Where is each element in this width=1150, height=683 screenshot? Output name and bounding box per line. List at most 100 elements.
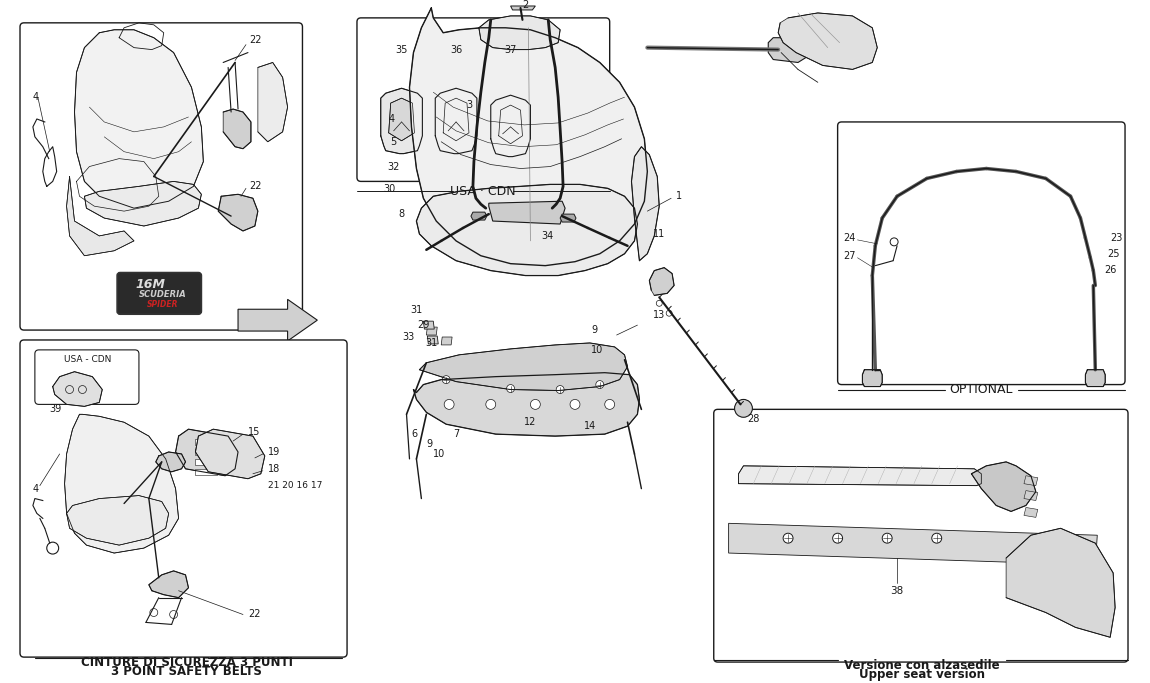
Text: USA - CDN: USA - CDN bbox=[63, 355, 112, 364]
Text: 11: 11 bbox=[653, 229, 666, 239]
Text: 39: 39 bbox=[49, 404, 62, 415]
Polygon shape bbox=[511, 6, 536, 10]
Polygon shape bbox=[75, 30, 204, 208]
Circle shape bbox=[882, 533, 892, 543]
Circle shape bbox=[507, 385, 514, 393]
Text: SCUDERIA: SCUDERIA bbox=[139, 290, 186, 299]
Polygon shape bbox=[1024, 490, 1037, 501]
Text: 4: 4 bbox=[389, 114, 394, 124]
Circle shape bbox=[485, 400, 496, 409]
Text: 33: 33 bbox=[402, 332, 415, 342]
Polygon shape bbox=[381, 88, 422, 154]
Text: 24: 24 bbox=[843, 233, 856, 243]
Text: 21 20 16 17: 21 20 16 17 bbox=[268, 481, 322, 490]
Circle shape bbox=[570, 400, 580, 409]
Bar bbox=[196, 459, 217, 465]
FancyBboxPatch shape bbox=[837, 122, 1125, 385]
Text: 2: 2 bbox=[522, 0, 529, 10]
Text: 10: 10 bbox=[591, 345, 603, 355]
Polygon shape bbox=[442, 337, 452, 345]
Polygon shape bbox=[560, 214, 576, 222]
Polygon shape bbox=[489, 201, 565, 224]
Text: 4: 4 bbox=[33, 484, 39, 494]
Text: 14: 14 bbox=[584, 421, 596, 431]
Circle shape bbox=[596, 380, 604, 389]
Circle shape bbox=[444, 400, 454, 409]
Bar bbox=[196, 469, 217, 475]
Circle shape bbox=[605, 400, 614, 409]
Text: 4: 4 bbox=[33, 92, 39, 102]
Text: 25: 25 bbox=[1107, 249, 1120, 259]
Text: Versione con alzasedile: Versione con alzasedile bbox=[844, 658, 999, 671]
Polygon shape bbox=[779, 13, 877, 70]
Polygon shape bbox=[53, 372, 102, 406]
Polygon shape bbox=[176, 429, 238, 476]
Text: 32: 32 bbox=[388, 162, 400, 171]
Polygon shape bbox=[428, 336, 438, 344]
Polygon shape bbox=[64, 415, 178, 553]
Text: 35: 35 bbox=[396, 44, 408, 55]
Text: 1: 1 bbox=[676, 191, 682, 201]
Circle shape bbox=[666, 310, 672, 316]
Polygon shape bbox=[218, 194, 258, 231]
Text: 30: 30 bbox=[384, 184, 396, 195]
Bar bbox=[196, 439, 217, 445]
Text: OPTIONAL: OPTIONAL bbox=[950, 383, 1013, 396]
Polygon shape bbox=[148, 571, 189, 598]
Polygon shape bbox=[1086, 370, 1105, 387]
Polygon shape bbox=[67, 176, 135, 255]
FancyBboxPatch shape bbox=[20, 340, 347, 657]
Circle shape bbox=[557, 386, 565, 393]
Text: 23: 23 bbox=[1110, 233, 1122, 243]
Polygon shape bbox=[631, 147, 659, 261]
Circle shape bbox=[443, 376, 450, 384]
Circle shape bbox=[932, 533, 942, 543]
Bar bbox=[196, 449, 217, 455]
Polygon shape bbox=[223, 109, 251, 149]
Polygon shape bbox=[972, 462, 1036, 512]
Text: CINTURE DI SICUREZZA 3 PUNTI: CINTURE DI SICUREZZA 3 PUNTI bbox=[81, 656, 292, 669]
FancyBboxPatch shape bbox=[20, 23, 302, 330]
Text: 6: 6 bbox=[412, 429, 417, 439]
Text: 9: 9 bbox=[592, 325, 598, 335]
Polygon shape bbox=[423, 321, 435, 329]
Circle shape bbox=[833, 533, 843, 543]
Polygon shape bbox=[84, 182, 201, 226]
Polygon shape bbox=[491, 95, 530, 156]
Text: 3 POINT SAFETY BELTS: 3 POINT SAFETY BELTS bbox=[112, 665, 262, 678]
Polygon shape bbox=[1024, 476, 1037, 486]
Text: 10: 10 bbox=[434, 449, 445, 459]
Text: USA · CDN: USA · CDN bbox=[450, 185, 515, 198]
Polygon shape bbox=[443, 98, 469, 141]
Text: 22: 22 bbox=[248, 182, 261, 191]
Text: 22: 22 bbox=[248, 609, 260, 619]
Circle shape bbox=[657, 301, 662, 306]
FancyBboxPatch shape bbox=[356, 18, 610, 182]
Polygon shape bbox=[389, 98, 414, 141]
Text: 13: 13 bbox=[653, 310, 666, 320]
Text: 8: 8 bbox=[399, 209, 405, 219]
Polygon shape bbox=[862, 370, 882, 387]
Polygon shape bbox=[729, 523, 1097, 565]
Polygon shape bbox=[414, 373, 639, 436]
Polygon shape bbox=[238, 299, 317, 341]
Text: 37: 37 bbox=[505, 44, 516, 55]
Polygon shape bbox=[409, 8, 647, 266]
Polygon shape bbox=[738, 466, 981, 486]
Text: 18: 18 bbox=[268, 464, 279, 474]
Text: 28: 28 bbox=[748, 415, 760, 424]
Text: 34: 34 bbox=[542, 231, 553, 241]
Circle shape bbox=[735, 400, 752, 417]
Text: 16M: 16M bbox=[136, 278, 166, 291]
Text: 26: 26 bbox=[1104, 264, 1117, 275]
Polygon shape bbox=[478, 16, 560, 50]
Text: 36: 36 bbox=[450, 44, 462, 55]
Polygon shape bbox=[1006, 528, 1116, 637]
Text: 5: 5 bbox=[391, 137, 397, 147]
Text: 9: 9 bbox=[427, 439, 432, 449]
Text: 19: 19 bbox=[268, 447, 279, 457]
Text: 38: 38 bbox=[890, 586, 904, 596]
Text: 31: 31 bbox=[426, 338, 437, 348]
Text: 22: 22 bbox=[248, 35, 261, 44]
Text: 27: 27 bbox=[843, 251, 856, 261]
